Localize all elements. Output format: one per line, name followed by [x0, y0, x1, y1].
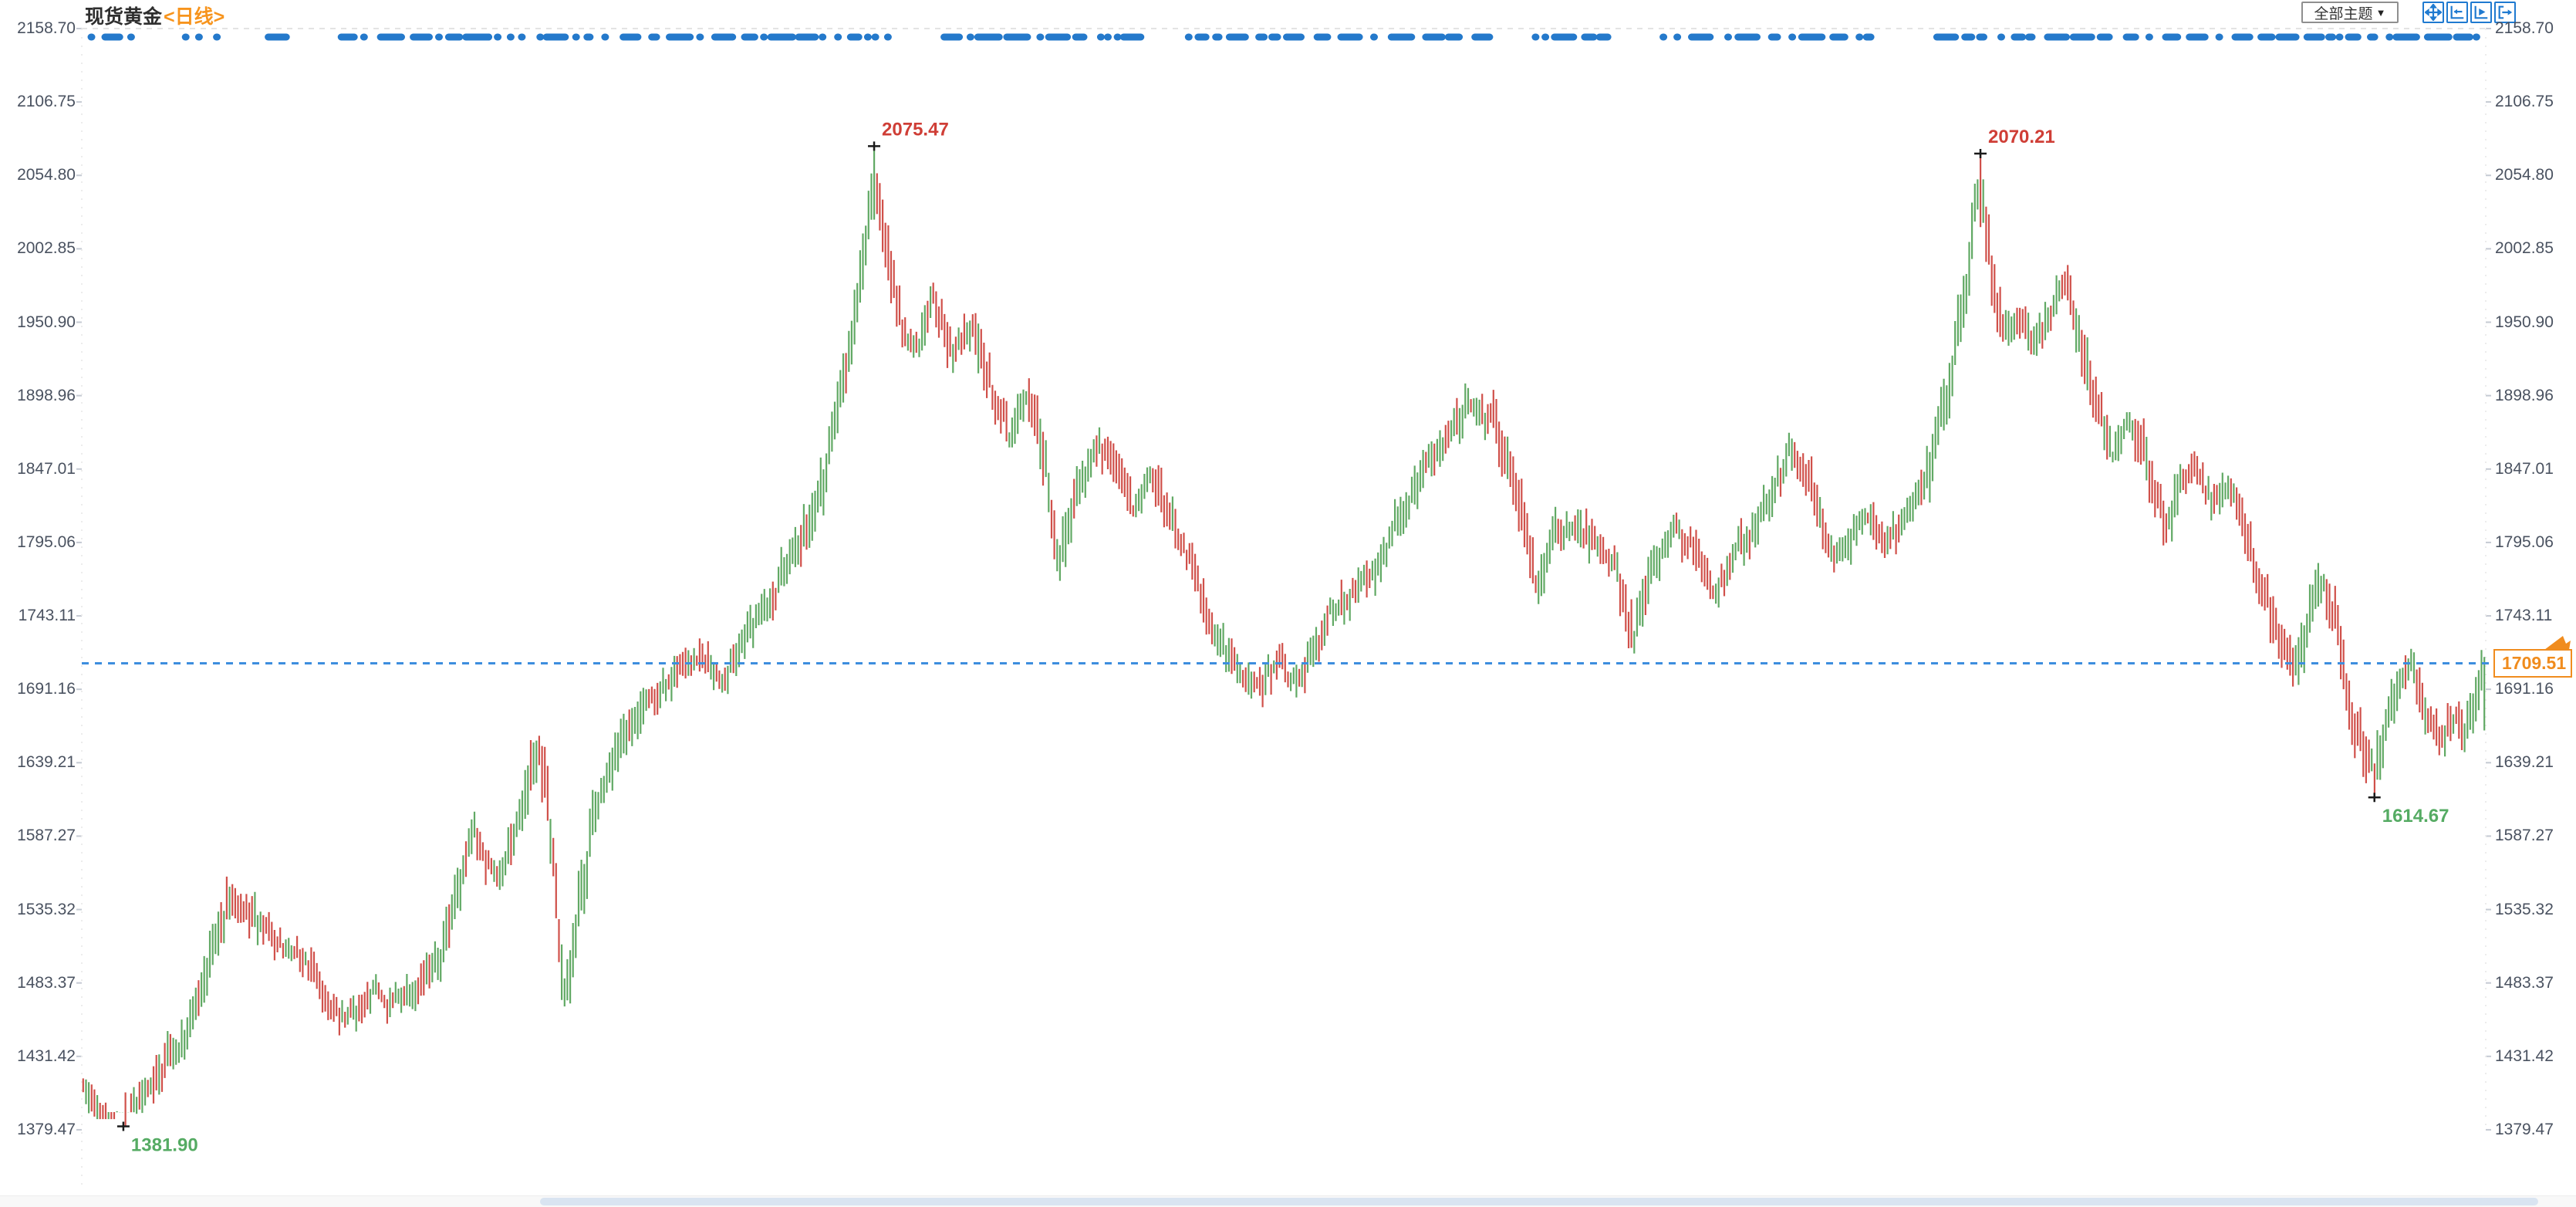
extreme-cross-icon: [1974, 149, 1987, 159]
y-axis-tick-label: 2158.70: [17, 19, 76, 37]
y-axis-tick-label: 2054.80: [17, 166, 76, 184]
step-right-button[interactable]: [2494, 2, 2516, 23]
horizontal-scrollbar-track[interactable]: [0, 1195, 2576, 1207]
axis-arrow-left-icon: [2450, 5, 2464, 19]
horizontal-scrollbar-thumb[interactable]: [540, 1198, 2538, 1205]
y-axis-tick-label: 1691.16: [17, 680, 76, 698]
reset-zoom-button[interactable]: [2446, 2, 2468, 23]
extreme-annotation: 2075.47: [868, 119, 949, 151]
extreme-price-text: 2075.47: [882, 119, 949, 140]
y-axis-tick-label: 1898.96: [2495, 386, 2554, 404]
y-axis-tick-label: 1587.27: [2495, 827, 2554, 845]
extreme-cross-icon: [2368, 793, 2381, 803]
y-axis-tick-label: 1898.96: [17, 386, 76, 404]
pan-move-icon: [2425, 4, 2442, 21]
y-axis-tick-label: 1639.21: [2495, 753, 2554, 772]
y-axis-tick-label: 1431.42: [17, 1046, 76, 1065]
theme-selector-label: 全部主题: [2314, 5, 2373, 22]
y-axis-tick-label: 1379.47: [17, 1120, 76, 1138]
chart-toolbar: 全部主题 ▼: [2301, 2, 2399, 25]
y-axis-tick-label: 1795.06: [17, 532, 76, 551]
y-axis-tick-label: 1639.21: [17, 753, 76, 772]
y-axis-tick-label: 1431.42: [2495, 1046, 2554, 1065]
extreme-price-text: 1614.67: [2382, 806, 2449, 827]
y-axis-tick-label: 1691.16: [2495, 680, 2554, 698]
y-axis-tick-label: 2106.75: [17, 93, 76, 111]
y-axis-tick-label: 2002.85: [17, 239, 76, 258]
theme-selector-button[interactable]: 全部主题 ▼: [2301, 2, 2399, 23]
chevron-down-icon: ▼: [2375, 6, 2386, 19]
y-axis-tick-label: 1535.32: [2495, 900, 2554, 918]
y-axis-tick-label: 2054.80: [2495, 166, 2554, 184]
extreme-cross-icon: [116, 1121, 130, 1131]
y-axis-tick-label: 1483.37: [17, 973, 76, 992]
last-price-label: 1709.51: [2493, 649, 2572, 678]
last-price-value: 1709.51: [2502, 653, 2567, 673]
y-axis-tick-label: 1483.37: [2495, 973, 2554, 992]
interval-label: <日线>: [164, 6, 225, 28]
y-axis-tick-label: 2158.70: [2495, 19, 2554, 37]
y-axis-tick-label: 1847.01: [17, 459, 76, 478]
exit-right-icon: [2498, 5, 2513, 19]
y-axis-tick-label: 1379.47: [2495, 1120, 2554, 1138]
price-bars: [82, 146, 2486, 1127]
extreme-annotation: 2070.21: [1974, 127, 2055, 159]
instrument-name: 现货黄金: [85, 6, 163, 28]
play-forward-button[interactable]: [2470, 2, 2492, 23]
pan-move-button[interactable]: [2422, 2, 2444, 23]
extreme-price-text: 1381.90: [131, 1134, 198, 1155]
y-axis-tick-label: 1795.06: [2495, 532, 2554, 551]
extreme-annotation: 1614.67: [2368, 793, 2449, 827]
y-axis-tick-label: 1847.01: [2495, 459, 2554, 478]
alert-flag-icon[interactable]: [2540, 630, 2574, 651]
y-axis-tick-label: 1535.32: [17, 900, 76, 918]
extreme-cross-icon: [868, 141, 881, 151]
y-axis-tick-label: 1743.11: [18, 607, 76, 625]
y-axis-tick-label: 1743.11: [2495, 607, 2553, 625]
y-axis-tick-label: 1587.27: [17, 827, 76, 845]
y-axis-tick-label: 1950.90: [17, 313, 76, 331]
y-axis-tick-label: 2002.85: [2495, 239, 2554, 258]
extreme-price-text: 2070.21: [1988, 127, 2055, 147]
chart-title: 现货黄金<日线>: [85, 2, 225, 29]
axis-play-icon: [2474, 5, 2488, 19]
y-axis-tick-label: 2106.75: [2495, 93, 2554, 111]
gridlines: [81, 28, 2487, 1192]
extreme-annotation: 1381.90: [116, 1121, 198, 1155]
y-axis-tick-label: 1950.90: [2495, 313, 2554, 331]
